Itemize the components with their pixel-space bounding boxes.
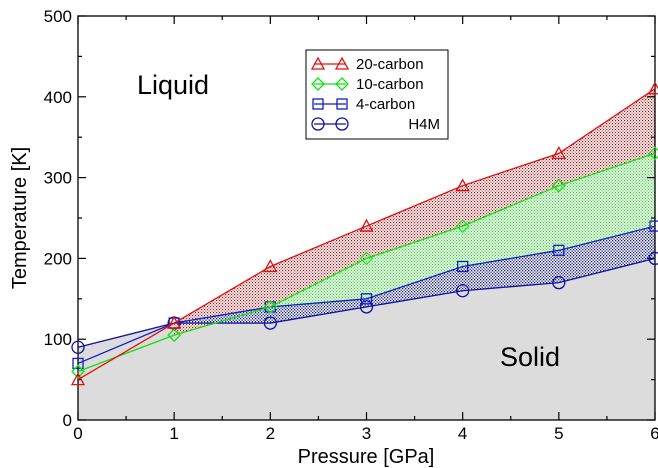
data-point-10-carbon (71, 364, 85, 379)
legend-marker-4-carbon (312, 98, 324, 110)
x-tick-label: 1 (169, 424, 178, 443)
band-4-h4m-fill (174, 226, 655, 324)
y-tick-label: 100 (44, 330, 72, 349)
solid-region-fill (78, 258, 655, 420)
data-point-10-carbon (359, 251, 374, 266)
y-tick-label: 200 (44, 249, 72, 268)
legend: 20-carbon 10-carbon 4-carbon H4M (305, 49, 449, 140)
legend-marker-4-carbon (336, 98, 348, 110)
legend-marker-h4m (335, 117, 349, 131)
data-point-4-carbon (72, 357, 84, 370)
data-point-20-carbon (359, 218, 374, 232)
y-tick-label: 500 (44, 7, 72, 26)
data-point-20-carbon (551, 146, 566, 160)
data-point-10-carbon (648, 146, 658, 161)
legend-label-10-carbon: 10-carbon (356, 76, 424, 93)
legend-marker-10-carbon (311, 77, 325, 91)
data-point-20-carbon (70, 372, 86, 386)
x-tick-label: 3 (362, 424, 371, 443)
data-point-10-carbon (455, 219, 470, 233)
data-point-20-carbon (167, 315, 182, 329)
y-axis-title: Temperature [K] (9, 147, 31, 289)
data-point-4-carbon (649, 220, 658, 232)
legend-marker-20-carbon (310, 56, 326, 70)
series-line-20-carbon (77, 88, 656, 381)
y-tick-label: 300 (44, 169, 72, 188)
band-20-10-fill (174, 88, 655, 336)
x-tick-label: 6 (650, 424, 658, 443)
data-point-4-carbon (264, 301, 276, 313)
solid-region-label: Solid (500, 342, 560, 372)
liquid-region-label: Liquid (137, 70, 209, 100)
data-point-4-carbon (457, 260, 469, 273)
legend-marker-20-carbon (334, 56, 350, 70)
axis-ticks: 0 1 2 3 4 5 6 0 100 200 300 400 500 (44, 7, 658, 443)
data-point-10-carbon (167, 328, 182, 343)
x-tick-label: 2 (266, 424, 275, 443)
x-axis-title: Pressure [GPa] (298, 446, 435, 468)
legend-box (305, 49, 449, 140)
legend-marker-h4m (311, 117, 325, 131)
legend-label-h4m: H4M (408, 116, 440, 133)
legend-label-20-carbon: 20-carbon (356, 56, 424, 73)
data-point-h4m (263, 316, 277, 330)
x-tick-label: 0 (73, 424, 82, 443)
x-tick-label: 5 (554, 424, 563, 443)
y-tick-label: 400 (44, 88, 72, 107)
data-point-h4m (552, 275, 566, 290)
legend-marker-10-carbon (335, 77, 349, 91)
data-point-h4m (648, 251, 658, 266)
data-point-4-carbon (360, 293, 373, 305)
data-point-20-carbon (647, 81, 658, 95)
data-point-h4m (359, 300, 374, 314)
data-point-h4m (71, 340, 85, 354)
data-point-20-carbon (455, 178, 470, 192)
legend-label-4-carbon: 4-carbon (356, 96, 415, 113)
data-point-10-carbon (551, 178, 566, 193)
data-point-h4m (456, 284, 470, 298)
series-line-10-carbon (77, 152, 656, 373)
x-tick-label: 4 (458, 424, 467, 443)
series-layer (70, 81, 658, 386)
data-point-20-carbon (263, 259, 278, 273)
data-point-10-carbon (263, 299, 278, 314)
data-point-4-carbon (553, 244, 565, 256)
y-tick-label: 0 (63, 411, 72, 430)
